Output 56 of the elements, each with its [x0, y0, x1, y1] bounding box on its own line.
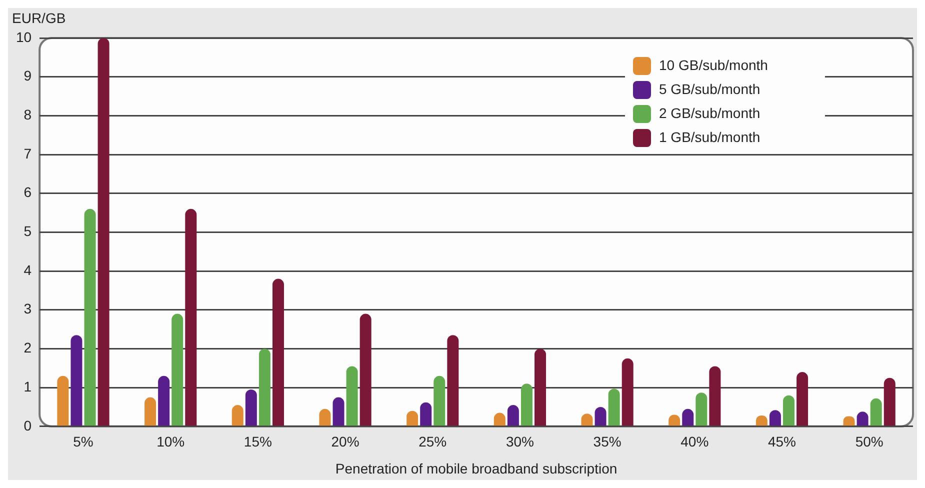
bar: [172, 314, 184, 426]
bar: [144, 397, 156, 426]
bar: [272, 278, 284, 426]
x-axis-title: Penetration of mobile broadband subscription: [335, 460, 618, 476]
y-tick-label: 3: [24, 300, 32, 317]
bar: [232, 405, 244, 426]
x-tick-label: 40%: [680, 434, 709, 450]
bar: [245, 390, 257, 426]
bar: [98, 38, 110, 426]
bar: [57, 376, 69, 426]
bar: [870, 398, 882, 426]
bar: [346, 366, 358, 426]
y-tick-label: 8: [24, 106, 32, 123]
bar: [420, 402, 432, 426]
y-tick-label: 0: [24, 417, 32, 434]
x-tick-label: 25%: [418, 434, 447, 450]
y-tick-label: 2: [24, 340, 32, 356]
x-tick-label: 35%: [593, 434, 622, 450]
y-tick-label: 4: [24, 262, 32, 278]
bar: [185, 208, 197, 426]
legend-label: 10 GB/sub/month: [659, 56, 768, 73]
legend-label: 5 GB/sub/month: [659, 80, 760, 97]
x-tick-label: 30%: [506, 434, 534, 450]
bar: [360, 314, 372, 426]
x-tick-label: 10%: [156, 434, 185, 450]
bar: [258, 348, 270, 426]
legend-label: 2 GB/sub/month: [659, 104, 760, 121]
x-tick-label: 50%: [855, 434, 884, 450]
bar: [332, 397, 344, 426]
bar: [534, 348, 546, 426]
legend-label: 1 GB/sub/month: [659, 128, 760, 145]
bar: [796, 372, 808, 426]
bar: [709, 366, 721, 426]
bar: [884, 378, 896, 426]
bar: [447, 335, 459, 426]
y-tick-label: 6: [24, 184, 32, 200]
bar: [622, 358, 634, 426]
bar: [84, 208, 96, 426]
y-axis-title: EUR/GB: [12, 10, 66, 26]
x-tick-label: 15%: [244, 434, 272, 450]
y-tick-label: 5: [24, 223, 32, 240]
y-tick-label: 9: [24, 68, 32, 84]
bar: [783, 395, 795, 426]
x-tick-label: 45%: [768, 434, 796, 450]
bar: [520, 384, 532, 426]
bar: [158, 376, 170, 426]
y-tick-label: 7: [24, 145, 32, 162]
x-tick-label: 20%: [331, 434, 360, 450]
bar: [70, 335, 82, 426]
bar: [434, 376, 446, 426]
bar: [608, 388, 620, 426]
y-tick-label: 10: [16, 28, 32, 45]
bar: [696, 392, 708, 426]
bar: [507, 405, 519, 426]
y-tick-label: 1: [24, 378, 32, 394]
x-tick-label: 5%: [73, 434, 94, 450]
